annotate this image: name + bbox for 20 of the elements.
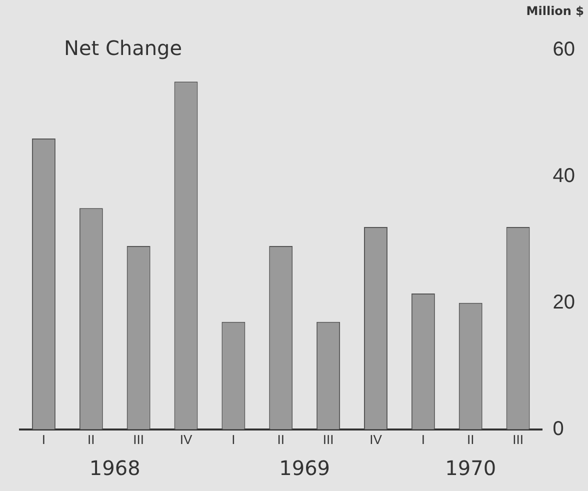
x-tick-label: IV xyxy=(180,432,192,447)
x-tick-label: II xyxy=(466,432,474,447)
x-tick-label: III xyxy=(322,432,334,447)
x-tick-label: III xyxy=(133,432,144,447)
y-tick-label: 40 xyxy=(552,164,576,187)
y-tick-label: 60 xyxy=(552,38,576,61)
x-tick-label: IV xyxy=(370,432,382,447)
x-tick-label: II xyxy=(88,432,95,447)
x-tick-label: III xyxy=(512,432,524,447)
text: 1969 xyxy=(279,456,330,480)
x-tick-label: I xyxy=(232,432,236,447)
y-tick-label: 0 xyxy=(552,418,564,440)
y-axis-title: Million $ xyxy=(526,4,584,18)
x-tick-label: I xyxy=(421,432,425,447)
text: 1970 xyxy=(445,456,496,480)
text: 1968 xyxy=(89,456,140,480)
x-tick-label: I xyxy=(42,432,46,447)
x-tick-label: II xyxy=(277,432,284,447)
y-tick-label: 20 xyxy=(552,291,576,314)
chart-title: Net Change xyxy=(64,36,182,60)
